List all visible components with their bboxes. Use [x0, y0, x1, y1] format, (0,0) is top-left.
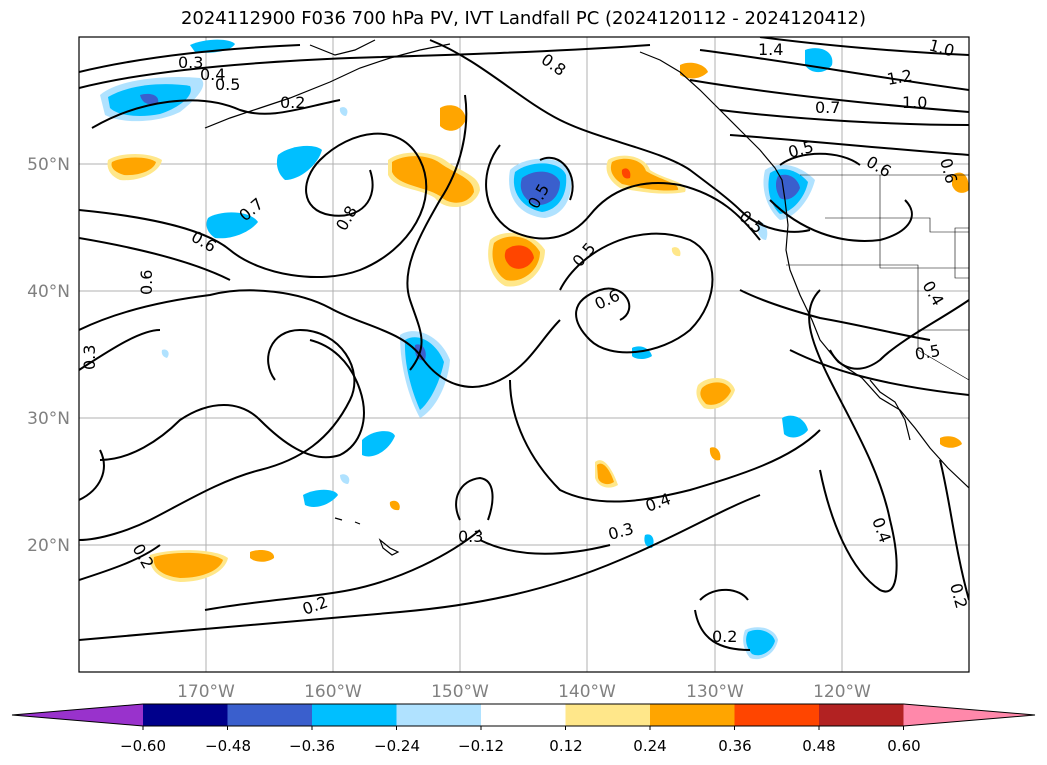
contour-label: 0.2: [280, 93, 305, 112]
lat-label: 20°N: [27, 536, 70, 556]
colorbar: [11, 703, 1036, 730]
lat-label: 40°N: [27, 282, 70, 302]
political-borders: [786, 174, 969, 381]
colorbar-segment: [227, 704, 313, 726]
coastlines: [204, 39, 969, 556]
colorbar-segment: [650, 704, 735, 726]
colorbar-tick-labels: −0.60 −0.48 −0.36 −0.24 −0.12 0.12 0.24 …: [120, 737, 921, 755]
lon-label: 170°W: [177, 682, 235, 702]
colorbar-tick: −0.12: [458, 737, 504, 755]
contour-label: 0.7: [815, 98, 840, 117]
colorbar-tick: −0.60: [120, 737, 166, 755]
contour-label: 0.5: [913, 341, 941, 364]
contour-label: 0.4: [200, 65, 225, 84]
colorbar-segment: [312, 704, 397, 726]
map-title: 2024112900 F036 700 hPa PV, IVT Landfall…: [180, 8, 867, 29]
contour-label: 0.3: [178, 53, 203, 72]
contour-label: 0.2: [946, 581, 971, 611]
lon-label: 160°W: [304, 682, 362, 702]
colorbar-segment: [481, 704, 566, 726]
plot-frame: [78, 36, 970, 673]
lat-label: 30°N: [27, 409, 70, 429]
lon-label: 140°W: [558, 682, 616, 702]
lat-label: 50°N: [27, 155, 70, 175]
colorbar-extend-low: [12, 704, 143, 726]
gridlines: [79, 37, 969, 672]
contour-label: 1.4: [758, 40, 783, 59]
colorbar-tick: 0.36: [718, 737, 751, 755]
contour-label: 0.3: [458, 527, 483, 546]
longitude-labels: 170°W 160°W 150°W 140°W 130°W 120°W: [177, 682, 871, 702]
lon-label: 150°W: [431, 682, 489, 702]
negative-pv-anomalies: [100, 39, 833, 660]
contour-label: 1.0: [902, 93, 927, 112]
colorbar-tick: −0.24: [374, 737, 420, 755]
contour-label: 0.6: [137, 270, 156, 295]
colorbar-tick: −0.36: [289, 737, 335, 755]
lon-label: 120°W: [813, 682, 871, 702]
colorbar-segment: [819, 704, 904, 726]
colorbar-segment: [396, 704, 482, 726]
colorbar-tick: −0.48: [205, 737, 251, 755]
colorbar-tick: 0.60: [887, 737, 920, 755]
colorbar-segment: [143, 704, 228, 726]
lon-label: 130°W: [686, 682, 744, 702]
contour-label: 1.2: [885, 66, 913, 89]
colorbar-segment: [565, 704, 651, 726]
colorbar-segment: [734, 704, 820, 726]
plot-area: [79, 37, 969, 672]
colorbar-tick: 0.24: [633, 737, 666, 755]
colorbar-tick: 0.12: [549, 737, 582, 755]
positive-pv-anomalies: [107, 62, 969, 582]
latitude-labels: 50°N 40°N 30°N 20°N: [27, 155, 70, 556]
contour-label: 0.2: [712, 627, 737, 646]
contour-label: 0.3: [80, 345, 99, 370]
colorbar-extend-high: [903, 704, 1035, 726]
colorbar-tick: 0.48: [802, 737, 835, 755]
pv-contours: [79, 37, 969, 651]
contour-label: 0.5: [215, 75, 240, 94]
contour-label: 1.0: [927, 36, 957, 61]
